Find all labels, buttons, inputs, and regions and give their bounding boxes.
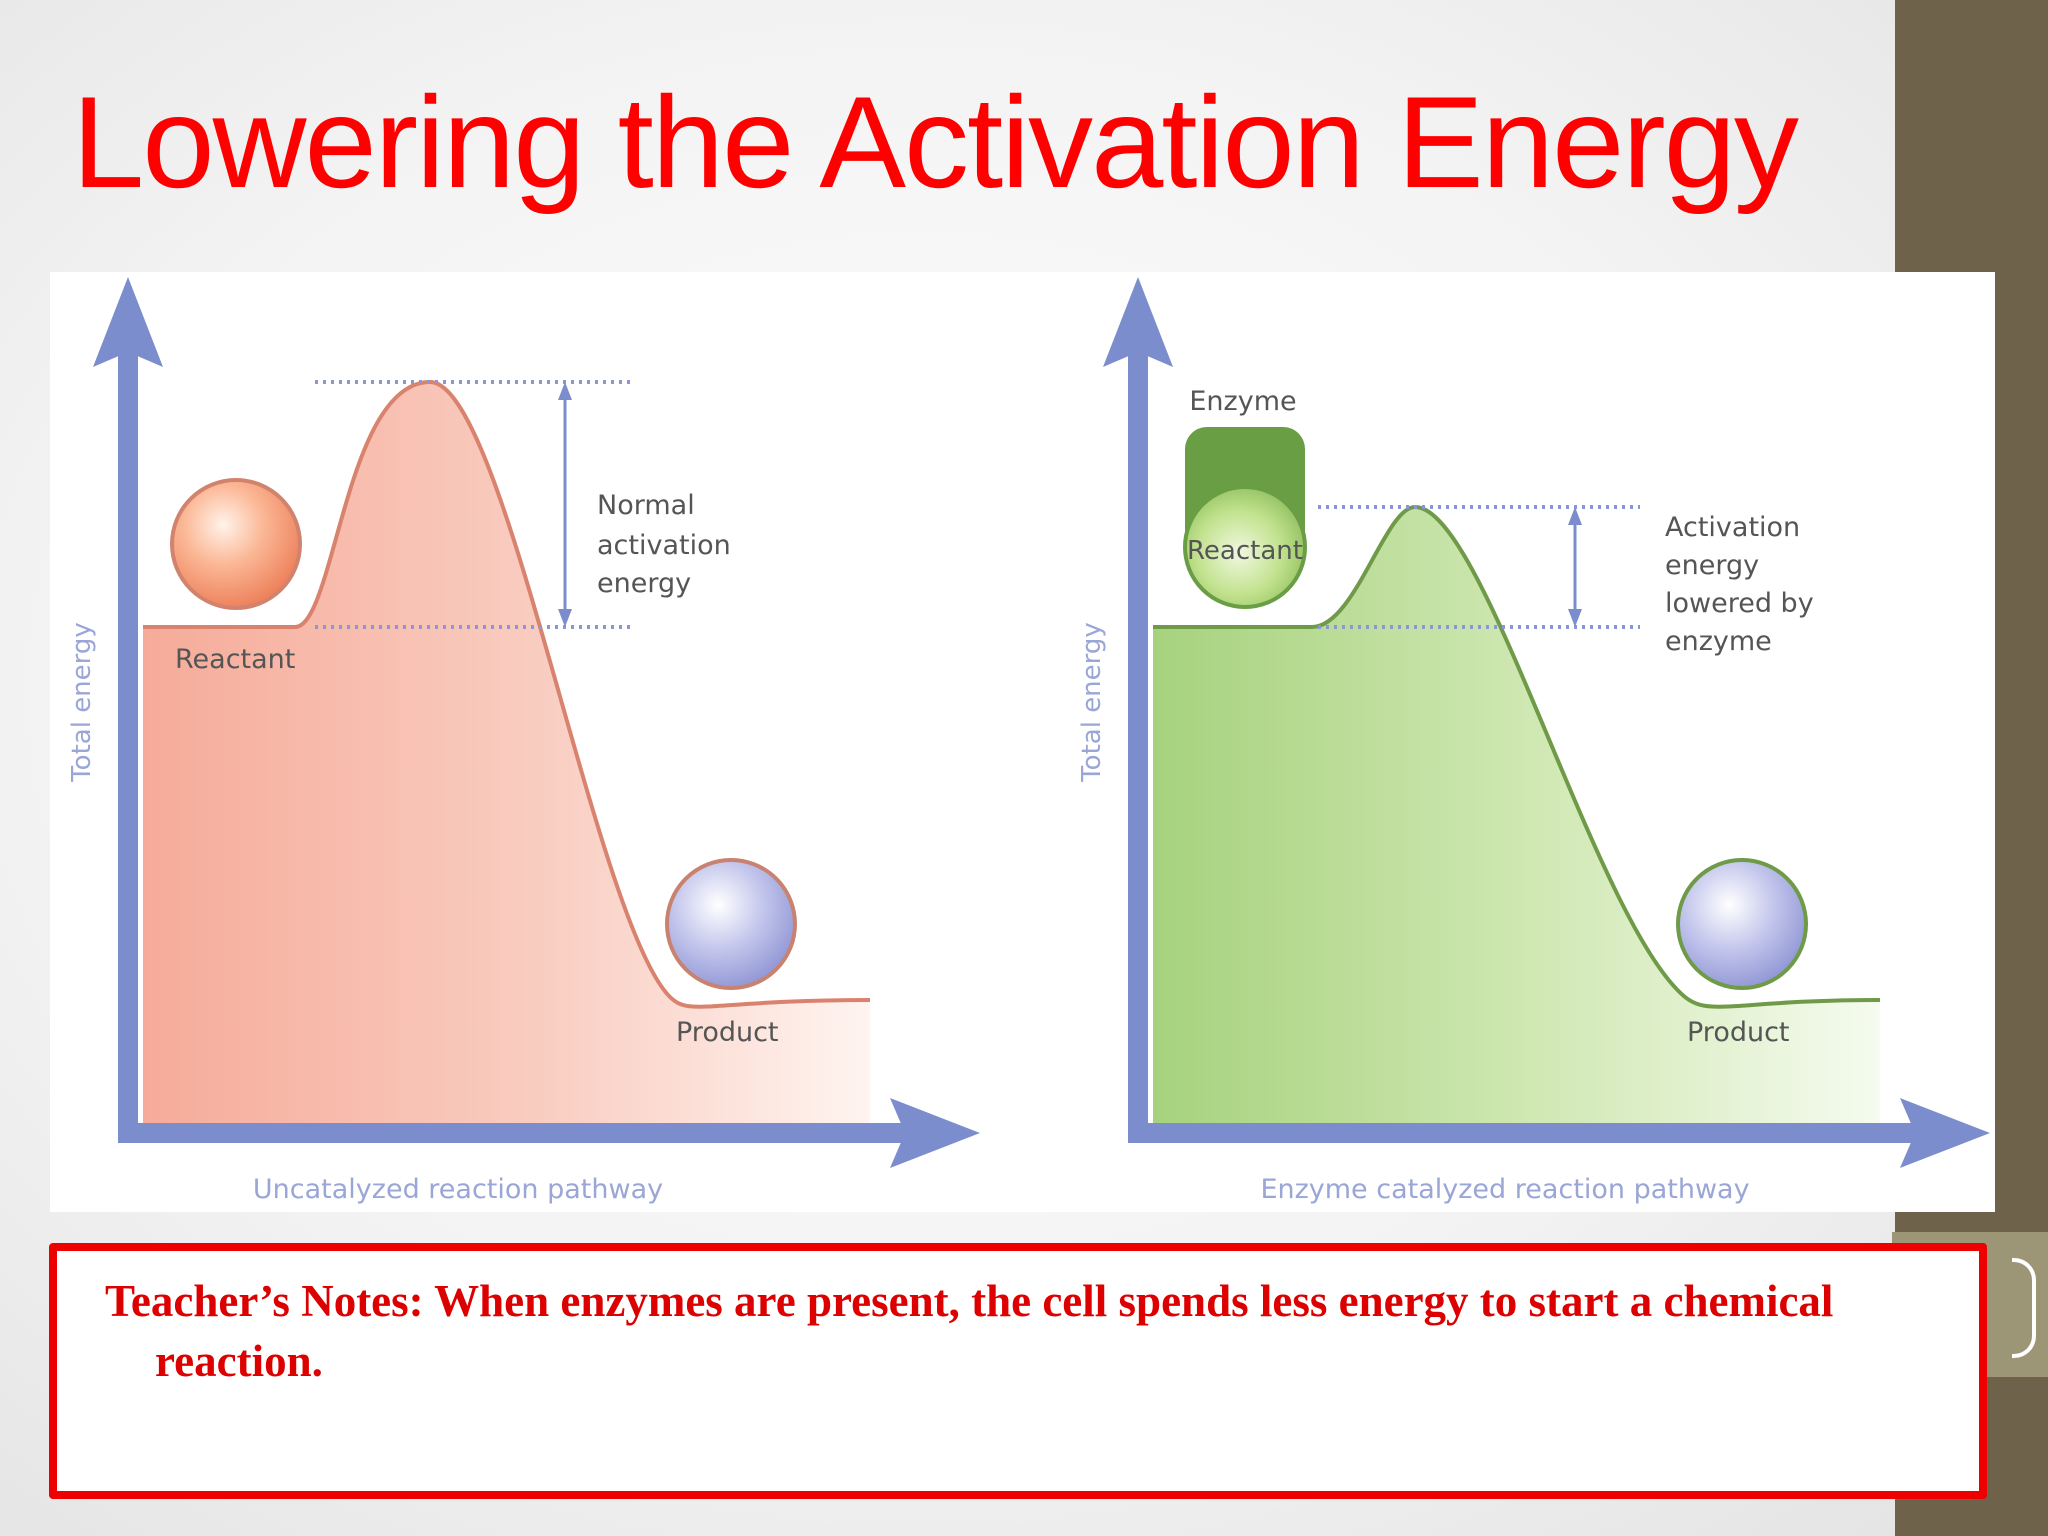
uncatalyzed-energy-area [143,382,870,1130]
teacher-notes-text: Teacher’s Notes: When enzymes are presen… [105,1276,1834,1386]
enzyme-label: Enzyme [1189,386,1296,417]
reactant-label-right: Reactant [1187,536,1303,566]
x-axis-left-arrowhead [890,1098,980,1168]
x-axis-left [118,1123,918,1143]
x-axis-left-label: Uncatalyzed reaction pathway [253,1174,663,1205]
x-axis-right-label: Enzyme catalyzed reaction pathway [1260,1174,1749,1205]
reactant-ball [170,478,302,610]
product-label-right: Product [1687,1017,1790,1048]
y-axis-left [118,347,138,1130]
reactant-label-left: Reactant [175,644,295,675]
y-axis-right [1128,347,1148,1130]
product-ball [665,858,797,990]
normal-activation-label-line-2: activation [597,530,731,561]
activation-arrow-head-up [558,382,572,400]
uncatalyzed-panel: Total energy Uncatalyzed reaction pathwa… [67,277,980,1205]
lowered-activation-label-line-3: lowered by [1665,588,1814,619]
catalyzed-product-ball [1676,858,1808,990]
teacher-notes-box: Teacher’s Notes: When enzymes are presen… [49,1243,1987,1499]
uncatalyzed-energy-curve [143,379,871,1009]
lowered-activation-label-line-1: Activation [1665,512,1800,543]
catalyzed-energy-area [1153,507,1880,1130]
x-axis-right [1128,1123,1928,1143]
normal-activation-label-line-1: Normal [597,490,695,521]
product-label-left: Product [676,1017,779,1048]
y-axis-left-arrowhead [93,277,163,367]
lowered-activation-label-line-2: energy [1665,550,1759,581]
activation-energy-figure: Total energy Uncatalyzed reaction pathwa… [50,272,1995,1212]
slide-title: Lowering the Activation Energy [72,69,1799,215]
page-number-bracket [2012,1258,2036,1358]
catalyzed-reactant-ball [1183,485,1307,609]
y-axis-right-label: Total energy [1077,622,1107,783]
activation-energy-diagram: Total energy Uncatalyzed reaction pathwa… [67,277,1990,1205]
activation-arrow-head-down [558,609,572,627]
y-axis-left-label: Total energy [67,622,97,783]
lowered-arrow-head-up [1568,507,1582,525]
lowered-activation-label-line-4: enzyme [1665,626,1772,657]
catalyzed-panel: Total energy Enzyme catalyzed reaction p… [1077,277,1990,1205]
catalyzed-energy-curve [1153,504,1881,1009]
x-axis-right-arrowhead [1900,1098,1990,1168]
lowered-arrow-head-down [1568,609,1582,627]
y-axis-right-arrowhead [1103,277,1173,367]
normal-activation-label-line-3: energy [597,568,691,599]
